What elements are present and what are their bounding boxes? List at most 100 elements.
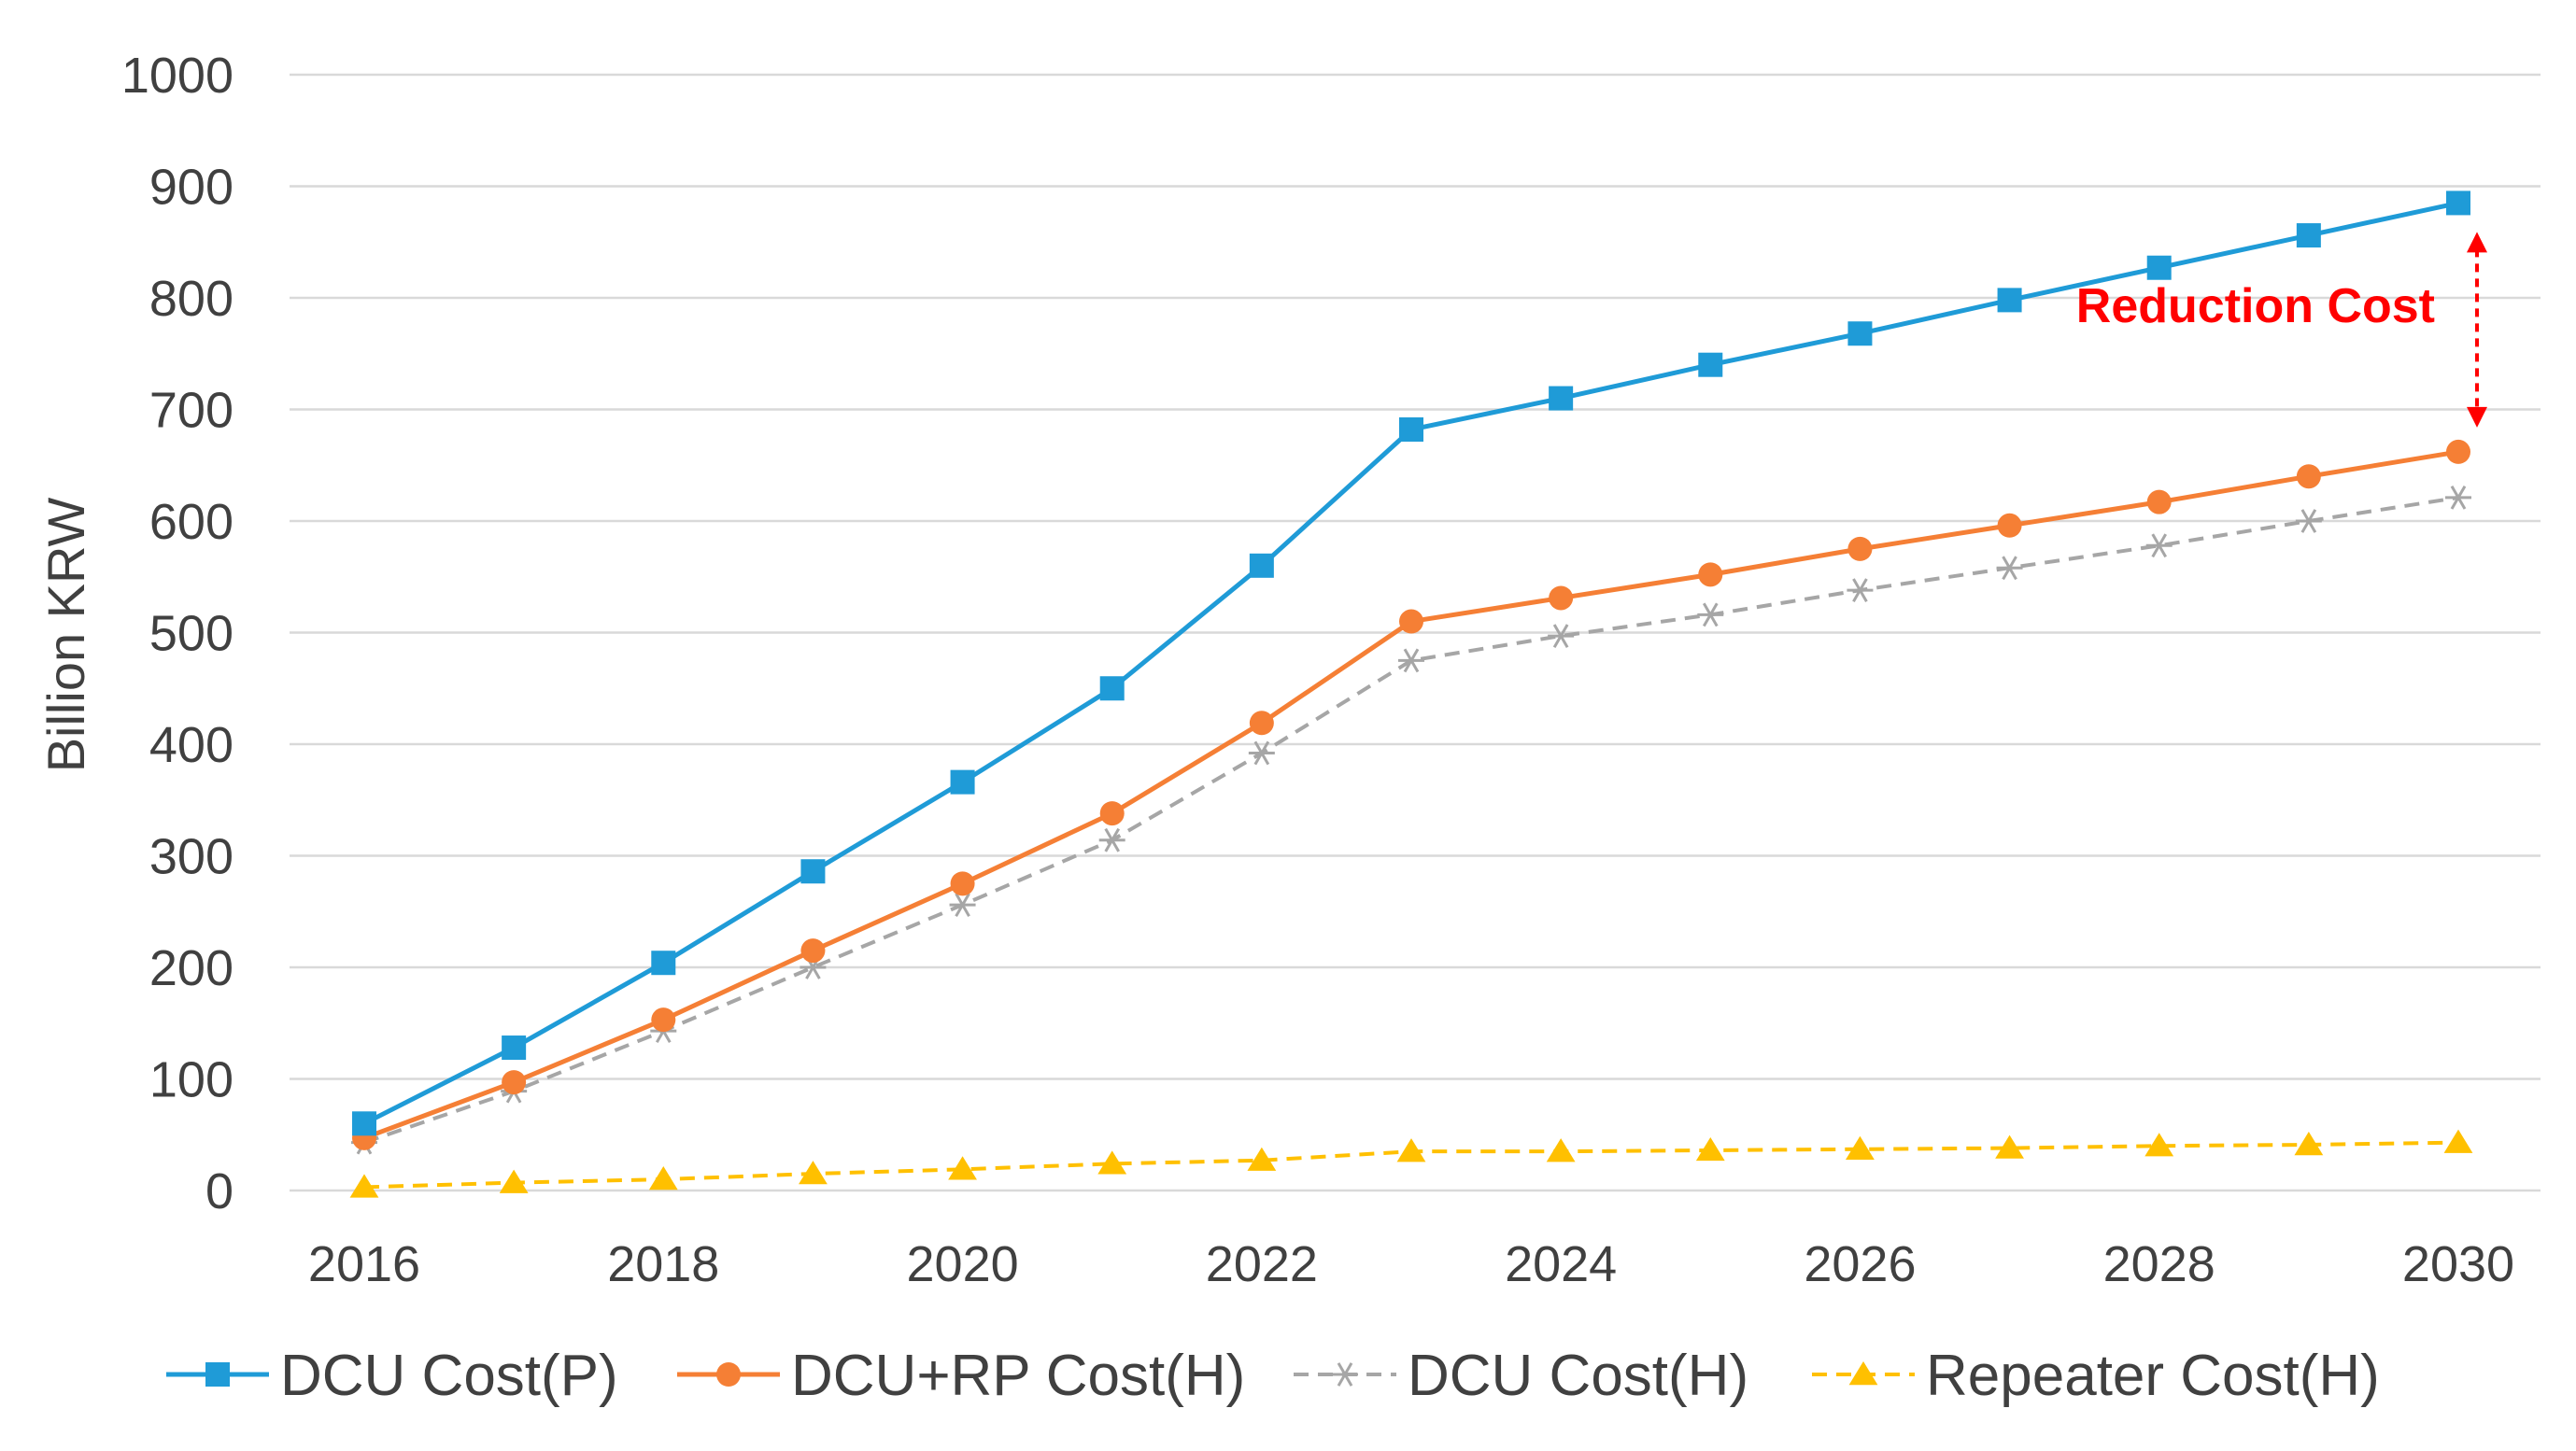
- data-point-dcu-rp-cost-h-2018: [651, 1007, 676, 1033]
- data-point-dcu-cost-p-2019: [800, 859, 826, 884]
- data-point-dcu-cost-p-2026: [1847, 321, 1873, 346]
- x-axis-ticks: 2016 2018 2020 2022 2024 2026 2028 2030: [308, 1236, 2514, 1292]
- legend-marker-repeater-cost-h: [1848, 1361, 1878, 1386]
- legend-marker-dcu-cost-h: [1332, 1362, 1358, 1387]
- data-point-dcu-rp-cost-h-2019: [800, 938, 826, 964]
- data-point-dcu-cost-p-2017: [502, 1035, 527, 1061]
- data-point-dcu-cost-h-2027: [1996, 556, 2023, 581]
- data-point-repeater-cost-h-2030: [2443, 1129, 2473, 1153]
- y-tick-label: 200: [149, 940, 234, 996]
- x-tick-label: 2016: [308, 1236, 420, 1292]
- data-point-dcu-cost-h-2020: [949, 893, 976, 917]
- legend-item-repeater-cost-h: Repeater Cost(H): [1812, 1344, 2380, 1408]
- data-point-repeater-cost-h-2020: [948, 1156, 977, 1180]
- data-point-dcu-cost-h-2030: [2445, 486, 2471, 510]
- legend-marker-dcu-cost-p: [205, 1362, 230, 1387]
- series-dcu-cost-p: [352, 190, 2470, 1136]
- data-point-dcu-cost-p-2028: [2146, 255, 2172, 280]
- data-point-dcu-rp-cost-h-2030: [2446, 439, 2470, 464]
- arrow-head-up-icon: [2467, 232, 2487, 253]
- data-point-repeater-cost-h-2029: [2294, 1132, 2324, 1156]
- data-point-dcu-rp-cost-h-2022: [1249, 711, 1274, 736]
- data-point-repeater-cost-h-2017: [499, 1169, 529, 1193]
- data-point-dcu-cost-p-2020: [950, 769, 975, 795]
- legend-marker-dcu-rp-cost-h: [716, 1362, 741, 1387]
- data-point-dcu-cost-p-2025: [1698, 352, 1723, 377]
- data-point-dcu-rp-cost-h-2029: [2296, 464, 2321, 489]
- data-point-repeater-cost-h-2019: [799, 1161, 828, 1185]
- data-point-repeater-cost-h-2016: [349, 1174, 379, 1198]
- data-point-dcu-cost-p-2029: [2296, 223, 2321, 248]
- series-line-dcu-rp-cost-h: [363, 449, 2459, 1141]
- y-axis-title: Billion KRW: [36, 498, 95, 773]
- y-tick-label: 400: [149, 717, 234, 773]
- y-tick-label: 1000: [121, 48, 234, 104]
- data-point-dcu-cost-p-2023: [1399, 417, 1423, 443]
- legend-label-dcu-cost-p: DCU Cost(P): [280, 1344, 618, 1408]
- legend-label-repeater-cost-h: Repeater Cost(H): [1926, 1344, 2380, 1408]
- y-tick-label: 600: [149, 494, 234, 550]
- legend-item-dcu-rp-cost-h: DCU+RP Cost(H): [677, 1344, 1245, 1408]
- data-point-dcu-rp-cost-h-2023: [1399, 609, 1423, 634]
- legend-label-dcu-rp-cost-h: DCU+RP Cost(H): [791, 1344, 1245, 1408]
- data-point-repeater-cost-h-2028: [2144, 1133, 2174, 1157]
- reduction-cost-label: Reduction Cost: [2076, 279, 2435, 333]
- data-point-dcu-cost-h-2024: [1548, 624, 1575, 648]
- legend-item-dcu-cost-p: DCU Cost(P): [166, 1344, 618, 1408]
- data-point-dcu-cost-h-2022: [1248, 740, 1275, 766]
- data-point-dcu-cost-p-2016: [352, 1111, 376, 1136]
- data-point-dcu-cost-h-2025: [1697, 602, 1724, 627]
- x-tick-label: 2022: [1206, 1236, 1318, 1292]
- data-point-dcu-cost-p-2022: [1249, 553, 1274, 578]
- data-point-dcu-cost-h-2023: [1398, 648, 1424, 673]
- y-tick-label: 0: [205, 1163, 234, 1219]
- data-point-dcu-rp-cost-h-2028: [2146, 489, 2172, 514]
- series-group: [349, 190, 2473, 1198]
- data-point-dcu-rp-cost-h-2020: [950, 871, 975, 896]
- data-point-dcu-rp-cost-h-2027: [1997, 513, 2022, 538]
- data-point-dcu-cost-h-2021: [1098, 827, 1125, 852]
- legend-item-dcu-cost-h: DCU Cost(H): [1294, 1344, 1748, 1408]
- data-point-dcu-cost-h-2029: [2295, 509, 2322, 533]
- y-tick-label: 900: [149, 160, 234, 216]
- data-point-dcu-rp-cost-h-2025: [1698, 562, 1723, 587]
- data-point-dcu-cost-p-2018: [651, 951, 676, 976]
- data-point-dcu-cost-p-2021: [1099, 676, 1125, 701]
- x-tick-label: 2030: [2402, 1236, 2514, 1292]
- x-tick-label: 2018: [607, 1236, 719, 1292]
- data-point-repeater-cost-h-2027: [1995, 1134, 2024, 1159]
- data-point-repeater-cost-h-2021: [1097, 1150, 1127, 1175]
- series-line-dcu-cost-h: [363, 495, 2459, 1145]
- data-point-repeater-cost-h-2024: [1546, 1138, 1576, 1162]
- x-tick-label: 2020: [907, 1236, 1019, 1292]
- data-point-dcu-cost-p-2024: [1549, 386, 1574, 411]
- legend: DCU Cost(P) DCU+RP Cost(H) DCU Cost(H) Repe…: [166, 1344, 2380, 1408]
- data-point-repeater-cost-h-2026: [1846, 1135, 1875, 1160]
- data-point-dcu-rp-cost-h-2026: [1847, 536, 1873, 561]
- y-tick-label: 100: [149, 1052, 234, 1108]
- data-point-dcu-cost-h-2026: [1847, 578, 1874, 602]
- data-point-dcu-rp-cost-h-2024: [1549, 585, 1574, 611]
- data-point-repeater-cost-h-2025: [1695, 1136, 1725, 1162]
- series-repeater-cost-h: [349, 1129, 2473, 1198]
- data-point-dcu-cost-p-2027: [1997, 288, 2022, 313]
- legend-label-dcu-cost-h: DCU Cost(H): [1408, 1344, 1748, 1408]
- data-point-repeater-cost-h-2022: [1247, 1147, 1277, 1171]
- y-axis-ticks: 0 100 200 300 400 500 600 700 800 900 1000: [121, 48, 234, 1219]
- y-tick-label: 700: [149, 383, 234, 439]
- data-point-repeater-cost-h-2023: [1396, 1138, 1426, 1162]
- x-tick-label: 2026: [1804, 1236, 1916, 1292]
- data-point-dcu-cost-p-2030: [2446, 190, 2470, 216]
- x-tick-label: 2024: [1505, 1236, 1617, 1292]
- arrow-head-down-icon: [2467, 406, 2487, 428]
- y-tick-label: 500: [149, 606, 234, 662]
- data-point-dcu-cost-h-2028: [2145, 533, 2173, 558]
- data-point-repeater-cost-h-2018: [648, 1166, 678, 1190]
- data-point-dcu-rp-cost-h-2017: [502, 1070, 527, 1095]
- y-tick-label: 300: [149, 829, 234, 885]
- y-tick-label: 800: [149, 271, 234, 327]
- x-tick-label: 2028: [2103, 1236, 2215, 1292]
- data-point-dcu-rp-cost-h-2021: [1099, 801, 1125, 826]
- series-dcu-cost-h: [351, 486, 2471, 1155]
